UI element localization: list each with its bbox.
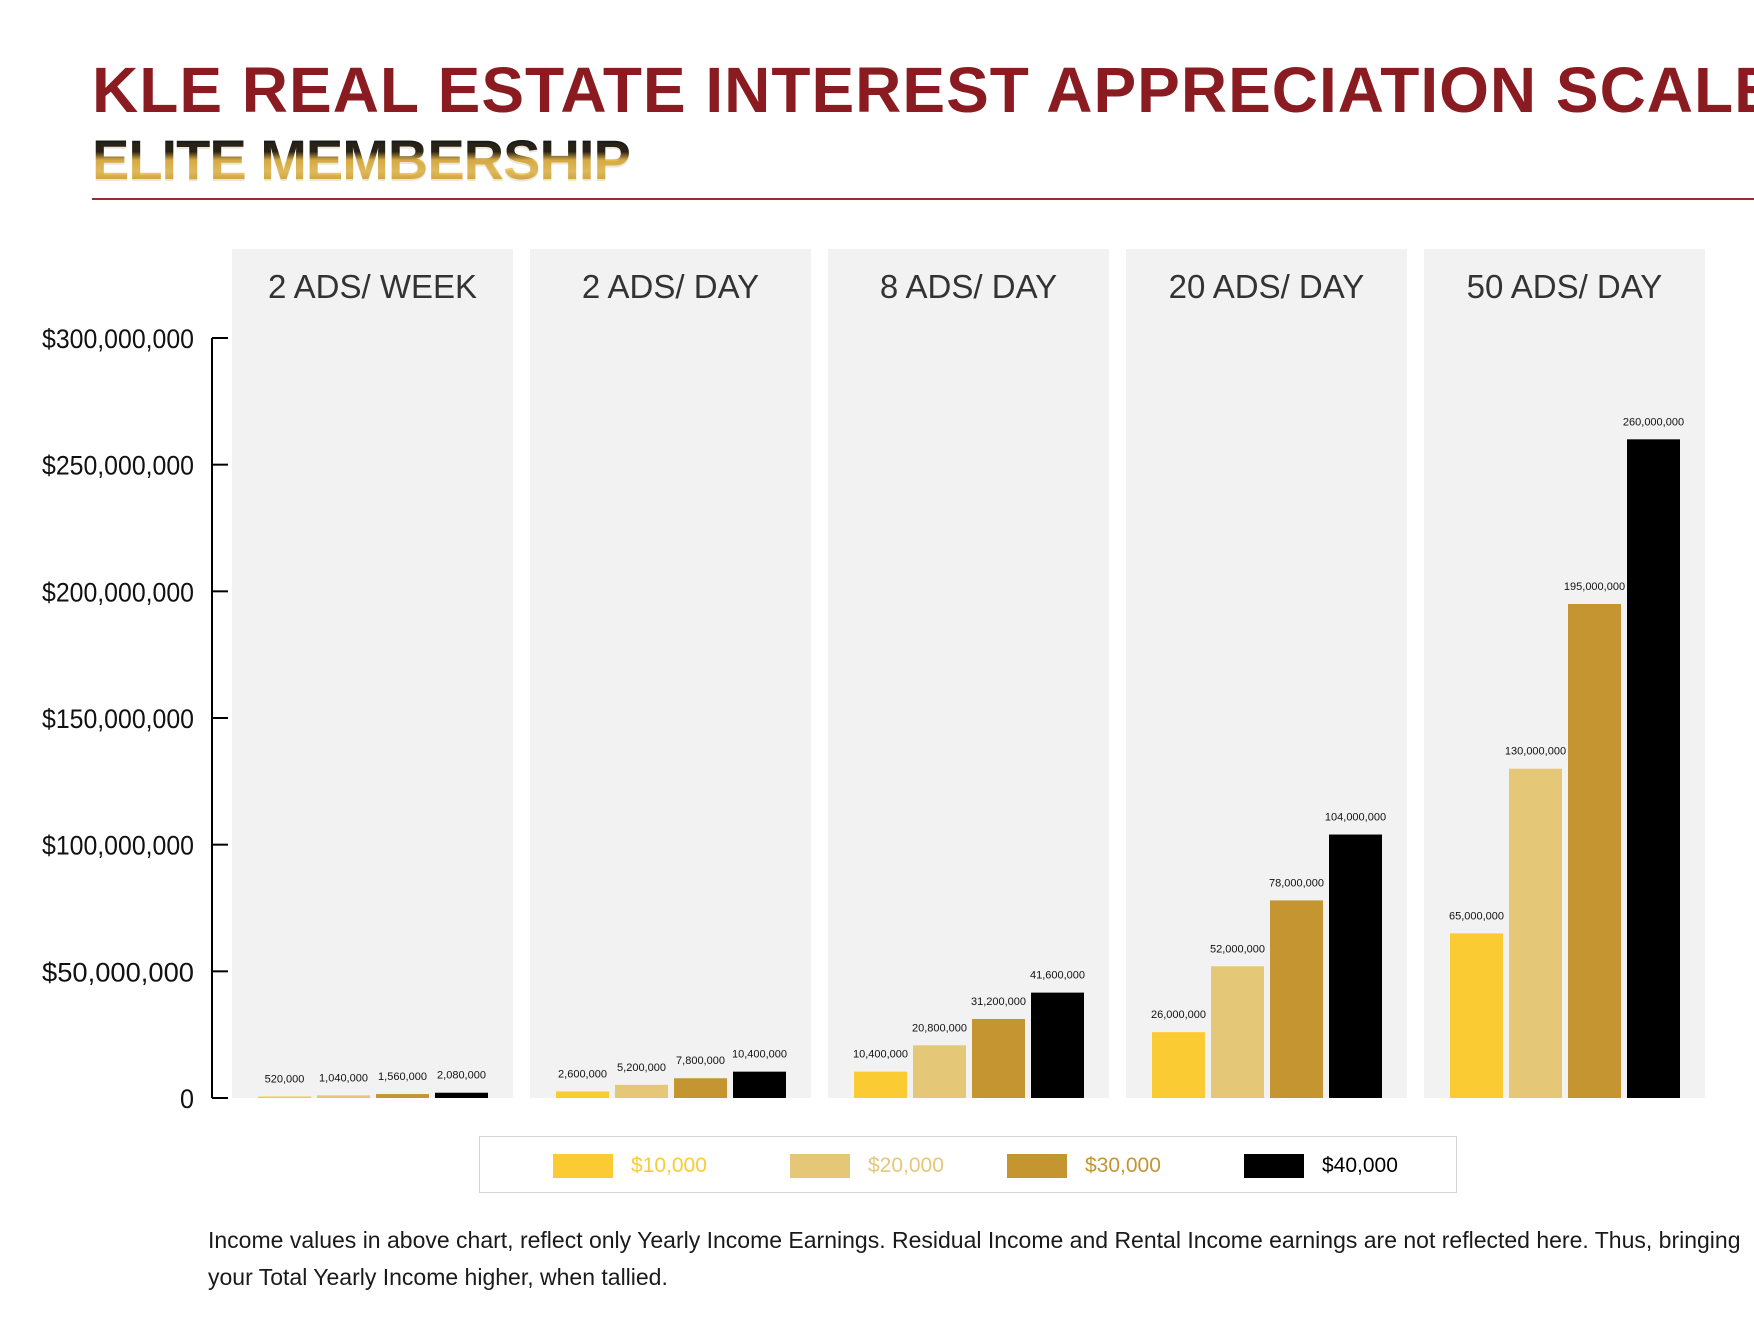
bar: [556, 1091, 609, 1098]
data-label: 10,400,000: [732, 1049, 787, 1061]
chart-subtitle: ELITE MEMBERSHIP: [92, 128, 631, 191]
legend-item: $30,000: [1007, 1137, 1161, 1194]
legend-swatch: [790, 1153, 850, 1178]
bar-chart: 2 ADS/ WEEK 2 ADS/ DAY 8 ADS/ DAY 20 ADS/ D…: [42, 249, 1705, 1114]
data-label: 65,000,000: [1449, 910, 1504, 922]
category-panel: [232, 249, 513, 1098]
legend-label: $30,000: [1085, 1153, 1161, 1177]
bar: [854, 1071, 907, 1098]
y-tick-label: $100,000,000: [42, 831, 194, 861]
legend-label: $40,000: [1322, 1153, 1398, 1177]
data-label: 2,600,000: [558, 1068, 607, 1080]
bar: [1450, 933, 1503, 1098]
y-tick-label: 0: [180, 1084, 194, 1114]
data-label: 41,600,000: [1030, 970, 1085, 982]
data-label: 26,000,000: [1151, 1009, 1206, 1021]
category-label: 2 ADS/ WEEK: [268, 268, 477, 305]
bar: [1509, 768, 1562, 1098]
bar: [674, 1078, 727, 1098]
bar: [1152, 1032, 1205, 1098]
bar: [1568, 604, 1621, 1098]
bar: [1211, 966, 1264, 1098]
data-label: 7,800,000: [676, 1055, 725, 1067]
bar: [733, 1071, 786, 1098]
chart-legend: $10,000 $20,000 $30,000 $40,000: [479, 1136, 1457, 1193]
data-label: 195,000,000: [1564, 581, 1625, 593]
category-label: 20 ADS/ DAY: [1169, 268, 1365, 305]
data-label: 260,000,000: [1623, 416, 1684, 428]
category-panel: [828, 249, 1109, 1098]
legend-swatch: [1244, 1153, 1304, 1178]
title-divider: [92, 198, 1754, 200]
data-label: 520,000: [265, 1074, 305, 1086]
bar: [615, 1084, 668, 1098]
bar: [258, 1096, 311, 1098]
y-tick-label: $200,000,000: [42, 577, 194, 607]
data-label: 31,200,000: [971, 996, 1026, 1008]
data-label: 1,560,000: [378, 1071, 427, 1083]
data-label: 5,200,000: [617, 1062, 666, 1074]
bar: [913, 1045, 966, 1098]
y-tick-label: $50,000,000: [42, 957, 194, 987]
legend-item: $40,000: [1244, 1137, 1398, 1194]
data-label: 104,000,000: [1325, 812, 1386, 824]
y-tick-label: $250,000,000: [42, 451, 194, 481]
bar: [972, 1018, 1025, 1098]
bar: [317, 1095, 370, 1098]
data-label: 130,000,000: [1505, 746, 1566, 758]
y-tick-label: $300,000,000: [42, 324, 194, 354]
legend-swatch: [1007, 1153, 1067, 1178]
bar: [1627, 439, 1680, 1098]
bar: [1329, 834, 1382, 1098]
data-label: 2,080,000: [437, 1070, 486, 1082]
data-label: 78,000,000: [1269, 877, 1324, 889]
legend-item: $20,000: [790, 1137, 944, 1194]
data-label: 10,400,000: [853, 1049, 908, 1061]
legend-label: $10,000: [631, 1153, 707, 1177]
data-label: 1,040,000: [319, 1072, 368, 1084]
bar: [1270, 900, 1323, 1098]
data-label: 20,800,000: [912, 1022, 967, 1034]
category-label: 2 ADS/ DAY: [582, 268, 759, 305]
category-label: 50 ADS/ DAY: [1467, 268, 1663, 305]
footnote: Income values in above chart, reflect on…: [208, 1227, 1741, 1290]
y-tick-label: $150,000,000: [42, 704, 194, 734]
data-label: 52,000,000: [1210, 943, 1265, 955]
bar: [376, 1094, 429, 1098]
legend-label: $20,000: [868, 1153, 944, 1177]
bar: [1031, 992, 1084, 1098]
chart-title: KLE REAL ESTATE INTEREST APPRECIATION SC…: [92, 54, 1754, 126]
category-label: 8 ADS/ DAY: [880, 268, 1057, 305]
legend-item: $10,000: [553, 1137, 707, 1194]
bar: [435, 1092, 488, 1098]
legend-swatch: [553, 1153, 613, 1178]
category-panel: [530, 249, 811, 1098]
